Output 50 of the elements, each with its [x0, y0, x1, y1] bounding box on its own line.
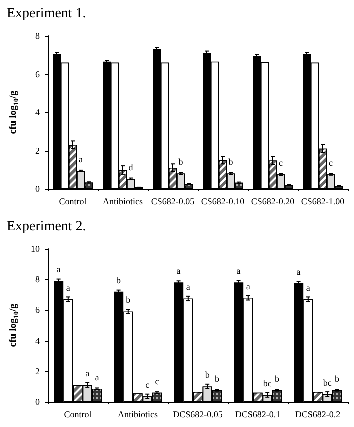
data-label: a	[176, 266, 181, 276]
chart-title: Experiment 2.	[7, 220, 86, 234]
x-tick-label: DCS682-0.1	[235, 410, 281, 420]
x-tick-label: CS682-1.00	[301, 196, 346, 206]
data-label: a	[306, 282, 310, 293]
data-label: c	[146, 380, 150, 390]
data-label: b	[116, 275, 122, 286]
data-label: b	[214, 374, 220, 384]
x-tick-label: Control	[59, 196, 88, 206]
y-tick-label: 2	[36, 366, 40, 376]
x-tick-label: Antibiotics	[103, 196, 144, 206]
y-tick-label: 10	[31, 244, 40, 254]
data-label: b	[274, 374, 280, 384]
data-label: bc	[323, 378, 332, 388]
data-label: a	[246, 281, 250, 292]
data-label: bc	[263, 378, 272, 389]
x-tick-label: DCS682-0.2	[295, 410, 341, 420]
data-label: a	[86, 368, 90, 379]
y-tick-label: 0	[36, 397, 40, 407]
data-label: b	[334, 374, 340, 384]
chart-title: Experiment 1.	[7, 6, 86, 22]
y-tick-label: 8	[36, 31, 40, 41]
data-label: b	[178, 157, 184, 168]
data-label: d	[128, 162, 134, 173]
data-label: a	[296, 266, 301, 277]
data-label: b	[228, 157, 234, 168]
y-tick-label: 6	[36, 69, 40, 80]
y-tick-label: 4	[36, 336, 40, 346]
data-label: a	[186, 282, 190, 292]
data-label: c	[329, 158, 333, 168]
y-tick-label: 2	[36, 146, 40, 156]
data-label: a	[79, 154, 83, 165]
y-tick-label: 4	[36, 108, 40, 118]
x-tick-label: CS682-0.05	[151, 196, 196, 206]
data-label: c	[155, 376, 160, 386]
x-tick-label: Antibiotics	[118, 410, 158, 420]
data-label: b	[126, 295, 132, 306]
data-label: a	[56, 264, 61, 275]
x-tick-label: CS682-0.20	[251, 196, 296, 206]
x-tick-label: Control	[64, 410, 92, 420]
x-tick-label: CS682-0.10	[201, 196, 246, 206]
data-label: a	[95, 372, 100, 382]
y-tick-label: 6	[36, 305, 40, 316]
data-label: a	[66, 282, 70, 293]
x-tick-label: DCS682-0.05	[173, 410, 224, 420]
data-label: c	[279, 158, 283, 168]
y-tick-label: 0	[36, 184, 40, 194]
y-tick-label: 8	[36, 274, 40, 285]
data-label: a	[236, 266, 241, 276]
data-label: b	[205, 370, 210, 380]
